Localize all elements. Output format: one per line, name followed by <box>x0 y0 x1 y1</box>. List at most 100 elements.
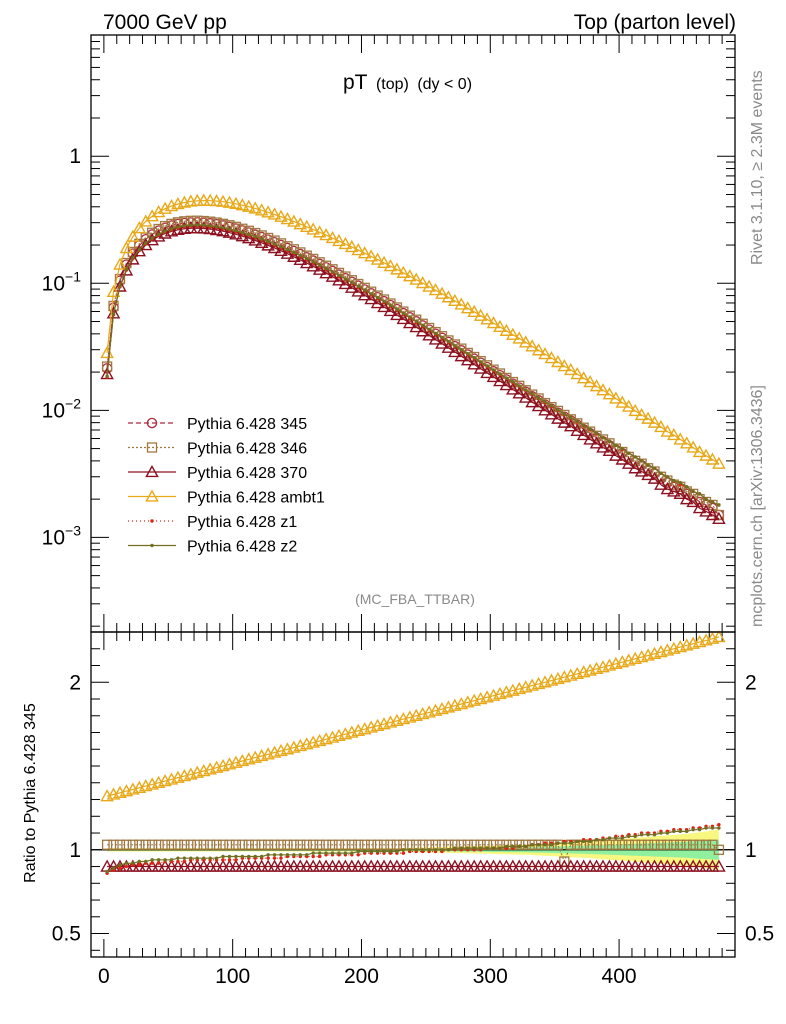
data-point <box>118 284 122 288</box>
legend-label: Pythia 6.428 ambt1 <box>187 490 325 507</box>
ratio-data-point <box>498 846 502 850</box>
data-point <box>221 226 225 230</box>
data-point <box>390 307 404 321</box>
data-point <box>627 451 631 455</box>
ratio-data-point <box>440 848 444 852</box>
legend-marker <box>150 543 154 548</box>
ratio-data-point <box>311 854 315 859</box>
data-point <box>156 232 161 236</box>
data-point <box>422 328 436 341</box>
ratio-data-point <box>230 839 242 850</box>
ratio-data-point <box>588 839 592 844</box>
ratio-data-point <box>581 839 586 844</box>
ratio-data-point <box>596 859 610 872</box>
data-point <box>388 303 393 308</box>
ratio-data-point <box>111 866 116 870</box>
data-point <box>209 194 224 207</box>
ratio-data-point <box>345 859 359 872</box>
ratio-data-point <box>556 841 560 845</box>
data-point <box>602 443 617 457</box>
data-point <box>525 339 539 352</box>
data-point <box>350 280 354 285</box>
ratio-data-point <box>275 839 287 850</box>
ratio-data-point <box>459 846 463 850</box>
ratio-data-point <box>208 856 212 860</box>
data-point <box>299 256 314 269</box>
data-point <box>686 494 700 508</box>
ratio-data-point <box>485 846 489 850</box>
data-point <box>687 488 699 500</box>
legend-entry: Pythia 6.428 345 <box>128 416 307 433</box>
main-ytick-exp: −2 <box>65 395 81 411</box>
data-point <box>639 459 644 463</box>
ratio-data-point <box>179 839 190 850</box>
data-point <box>620 446 624 451</box>
ratio-data-point <box>370 859 385 872</box>
ratio-data-point <box>473 859 488 872</box>
ratio-data-point <box>337 851 341 855</box>
ratio-data-point <box>686 859 700 872</box>
ratio-data-point <box>121 839 132 850</box>
ratio-data-point <box>506 859 520 872</box>
data-point <box>563 419 578 432</box>
ratio-data-point <box>627 834 631 839</box>
data-point <box>602 387 617 400</box>
ratio-ytick-label-right: 0.5 <box>745 923 774 946</box>
ratio-data-point <box>182 856 187 860</box>
ratio-data-point <box>353 839 364 850</box>
data-point <box>459 348 463 352</box>
ratio-data-point <box>557 859 572 872</box>
data-point <box>679 492 694 505</box>
ratio-data-point <box>192 839 203 850</box>
data-point <box>234 229 238 233</box>
data-point <box>235 229 250 242</box>
data-point <box>345 239 359 253</box>
ratio-data-point <box>285 853 290 857</box>
data-point <box>299 219 314 232</box>
data-point <box>330 270 335 274</box>
ratio-data-point <box>261 859 275 872</box>
ratio-data-point <box>408 848 412 852</box>
ratio-data-point <box>324 851 328 855</box>
data-point <box>570 423 585 436</box>
data-point <box>576 427 591 441</box>
ratio-data-point <box>227 854 232 859</box>
data-point <box>356 284 360 288</box>
ratio-data-point <box>256 839 267 850</box>
header-left: 7000 GeV pp <box>103 11 227 34</box>
ratio-data-point <box>705 859 720 872</box>
data-point <box>247 232 251 237</box>
data-point <box>305 256 309 261</box>
data-point <box>704 497 708 501</box>
data-point <box>182 224 187 228</box>
ratio-data-point <box>338 859 353 872</box>
data-point <box>266 239 270 244</box>
ratio-data-point <box>604 839 615 850</box>
data-point <box>435 286 449 299</box>
ratio-data-point <box>158 859 172 872</box>
data-point <box>692 501 707 514</box>
ratio-data-point <box>272 853 277 857</box>
ratio-data-point <box>224 839 235 850</box>
data-point <box>402 269 417 282</box>
data-point <box>124 267 129 272</box>
data-point <box>705 452 720 465</box>
ratio-data-point <box>364 859 378 872</box>
ratio-data-point <box>138 859 153 872</box>
data-point <box>641 411 655 424</box>
ratio-data-point <box>524 844 528 849</box>
ratio-data-point <box>216 859 230 872</box>
data-point <box>248 233 263 246</box>
main-series-group <box>100 193 726 524</box>
ratio-data-point <box>377 859 391 872</box>
main-ytick-label: 10−2 <box>42 395 82 422</box>
ratio-data-point <box>293 859 308 872</box>
ratio-data-point <box>184 859 198 872</box>
ratio-data-point <box>340 839 351 850</box>
ratio-data-point <box>570 859 585 872</box>
data-point <box>317 263 322 267</box>
ratio-data-point <box>124 861 129 865</box>
data-point <box>382 299 386 304</box>
data-point <box>422 279 436 292</box>
